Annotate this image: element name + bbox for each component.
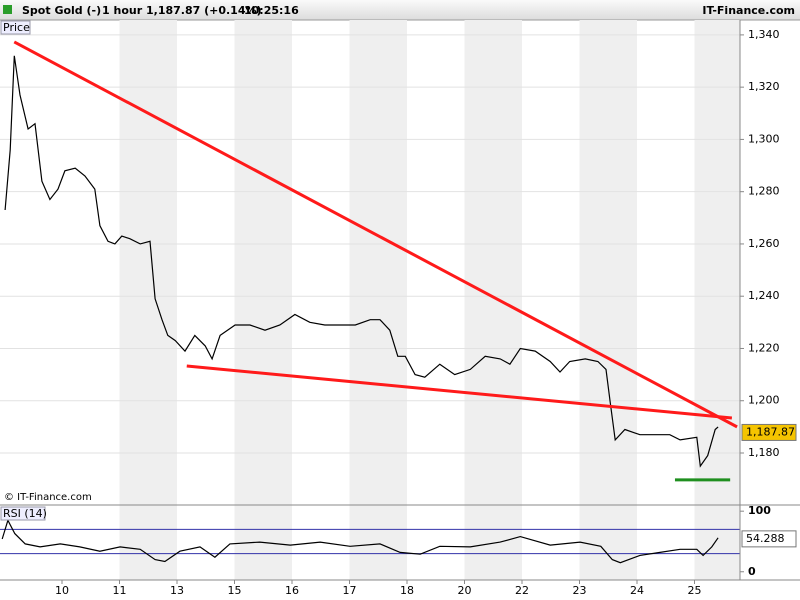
watermark: © IT-Finance.com	[4, 492, 92, 503]
x-tick-label: 25	[688, 584, 702, 597]
last-value-box	[741, 423, 797, 441]
x-tick-label: 11	[112, 584, 126, 597]
y-tick-label: 1,220	[748, 341, 780, 354]
x-tick-label: 24	[630, 584, 644, 597]
day-band	[579, 20, 638, 580]
series-line	[4, 55, 719, 468]
day-band	[694, 20, 740, 580]
interval: 1 hour	[102, 4, 143, 17]
y-tick-label: 1,280	[748, 185, 780, 198]
brand: IT-Finance.com	[702, 4, 795, 17]
x-tick-label: 18	[400, 584, 414, 597]
last-value-label: 54.288	[746, 532, 785, 545]
x-tick-label: 16	[285, 584, 299, 597]
y-tick-label: 1,200	[748, 394, 780, 407]
instrument: Spot Gold (-)	[22, 4, 101, 17]
last-value-label: 1,187.87	[746, 425, 795, 438]
trendline	[186, 364, 733, 420]
day-band	[349, 20, 408, 580]
x-tick-label: 20	[458, 584, 472, 597]
panel-title: RSI (14)	[3, 507, 47, 520]
y-tick-label: 100	[748, 504, 771, 517]
y-tick-label: 1,180	[748, 446, 780, 459]
y-tick-label: 1,260	[748, 237, 780, 250]
day-band	[234, 20, 292, 580]
x-tick-label: 10	[55, 584, 69, 597]
x-tick-label: 17	[343, 584, 357, 597]
y-tick-label: 1,300	[748, 132, 780, 145]
series-line	[1, 518, 719, 564]
y-tick-label: 1,320	[748, 80, 780, 93]
x-tick-label: 22	[515, 584, 529, 597]
day-band	[464, 20, 523, 580]
last-value-box	[741, 530, 797, 548]
x-tick-label: 13	[170, 584, 184, 597]
panel-title: Price	[3, 21, 30, 34]
y-tick-label: 1,240	[748, 289, 780, 302]
y-tick-label: 1,340	[748, 28, 780, 41]
x-tick-label: 23	[573, 584, 587, 597]
y-tick-label: 0	[748, 565, 756, 578]
status-icon	[3, 5, 12, 14]
quote: 1,187.87 (+0.14%)	[146, 4, 262, 17]
header-bar	[0, 0, 800, 20]
panel-tag	[0, 20, 31, 35]
x-tick-label: 15	[227, 584, 241, 597]
time: 10:25:16	[244, 4, 299, 17]
trendline	[13, 40, 738, 429]
panel-tag	[0, 506, 46, 521]
